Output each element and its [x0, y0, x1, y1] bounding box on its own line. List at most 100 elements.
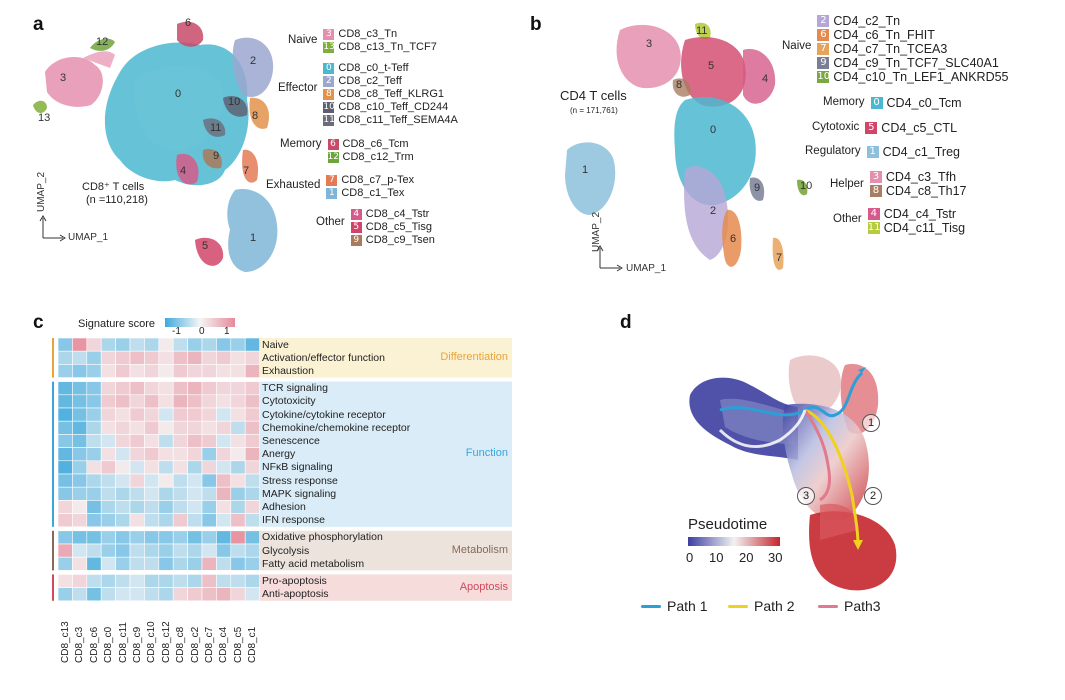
heatmap-cell	[100, 500, 116, 514]
cd8-legend-group-label: Other	[316, 216, 345, 228]
heatmap-cell	[100, 407, 116, 422]
cd8-cluster-0: 0	[175, 88, 182, 100]
path2-legend-line	[728, 604, 748, 608]
heatmap-cell	[201, 460, 217, 475]
cd4-legend-group-label: Regulatory	[805, 145, 861, 157]
heatmap-cell	[57, 574, 73, 588]
heatmap-cell	[100, 486, 116, 501]
heatmap-cell	[230, 447, 246, 462]
heatmap-cell	[100, 513, 116, 528]
heatmap-cell	[144, 460, 160, 475]
heatmap-cell	[86, 381, 102, 396]
heatmap-cell	[216, 486, 232, 501]
panel-c-letter: c	[33, 312, 44, 333]
heatmap-cell	[230, 420, 246, 435]
heatmap-cell	[100, 587, 116, 602]
cd8-legend-item: 2 CD8_c2_Teff	[323, 75, 457, 88]
heatmap-cell	[158, 543, 174, 558]
cd4-cluster-6: 6	[730, 233, 737, 245]
heatmap-cell	[100, 420, 116, 435]
heatmap-cell	[144, 364, 160, 378]
heatmap-cell	[201, 500, 217, 514]
heatmap-cell	[144, 486, 160, 501]
cd4-legend-label: CD4_c1_Treg	[882, 145, 960, 159]
heatmap-cell	[115, 407, 131, 422]
heatmap-cell	[187, 364, 203, 378]
heatmap-column-label: CD8_c4	[218, 626, 230, 663]
cd4-legend-helper: Helper 3 CD4_c3_Tfh 8 CD4_c8_Th17	[830, 170, 967, 198]
cd8-cluster-9: 9	[213, 150, 220, 162]
heatmap-cell	[129, 543, 145, 558]
pseudotime-tick: 20	[739, 550, 754, 565]
heatmap-cell	[172, 486, 188, 501]
heatmap-cell	[100, 394, 116, 409]
heatmap-cell	[172, 556, 188, 571]
heatmap-cell	[144, 556, 160, 571]
heatmap-column-label: CD8_c3	[74, 626, 86, 663]
heatmap-cell	[244, 381, 260, 396]
cd8-legend-label: CD8_c2_Teff	[338, 75, 402, 87]
heatmap-colorbar-title: Signature score	[78, 318, 156, 330]
heatmap-cell	[201, 350, 217, 365]
heatmap-row-label: MAPK signaling	[262, 487, 337, 500]
heatmap-cell	[244, 350, 260, 365]
heatmap-cell	[72, 420, 88, 435]
heatmap-category-bar	[52, 338, 54, 378]
heatmap-cell	[187, 350, 203, 365]
pseudotime-tick: 10	[709, 550, 724, 565]
heatmap-cell	[244, 420, 260, 435]
cd4-legend-memory: Memory 0 CD4_c0_Tcm	[823, 96, 962, 110]
heatmap-row-label: Pro-apoptosis	[262, 574, 327, 587]
heatmap-column-label: CD8_c2	[189, 626, 201, 663]
heatmap-cell	[244, 434, 260, 448]
heatmap-cell	[129, 420, 145, 435]
cd8-legend-swatch: 3	[323, 29, 335, 40]
heatmap-cell	[100, 543, 116, 558]
cd8-legend-label: CD8_c6_Tcm	[342, 138, 409, 150]
path-marker-2: 2	[864, 487, 882, 505]
heatmap-cell	[144, 513, 160, 528]
cd8-cluster-10: 10	[228, 96, 241, 108]
path-marker-3: 3	[797, 487, 815, 505]
heatmap-cell	[115, 530, 131, 545]
heatmap-cell	[115, 543, 131, 558]
pseudotime-trajectory-plot	[689, 355, 897, 591]
cd8-cluster-12: 12	[96, 36, 109, 48]
heatmap-cell	[244, 574, 260, 588]
heatmap-cell	[115, 513, 131, 528]
heatmap-category-bar	[52, 574, 54, 601]
heatmap-cell	[144, 337, 160, 352]
cd8-legend-item: 5 CD8_c5_Tisg	[350, 221, 435, 234]
heatmap-category-label: Apoptosis	[459, 580, 508, 593]
cd4-legend-group-label: Other	[833, 213, 862, 225]
heatmap-cell	[57, 337, 73, 352]
heatmap-cell	[129, 447, 145, 462]
heatmap-cell	[57, 543, 73, 558]
heatmap-cell	[72, 434, 88, 448]
heatmap-cell	[129, 473, 145, 488]
heatmap-cell	[129, 434, 145, 448]
heatmap-cell	[86, 486, 102, 501]
heatmap-cell	[72, 350, 88, 365]
heatmap-cell	[57, 556, 73, 571]
heatmap-cell	[72, 447, 88, 462]
cd4-legend-group-label: Memory	[823, 96, 865, 108]
cd4-legend-item: 11 CD4_c11_Tisg	[867, 221, 965, 235]
heatmap-cell	[86, 513, 102, 528]
heatmap-cell	[244, 486, 260, 501]
heatmap-cell	[172, 530, 188, 545]
cd4-cells-count: (n = 171,761)	[570, 106, 618, 115]
heatmap-cell	[187, 407, 203, 422]
heatmap-cell	[86, 407, 102, 422]
heatmap-cell	[230, 587, 246, 602]
cd8-cluster-1: 1	[250, 232, 257, 244]
heatmap-cell	[201, 587, 217, 602]
heatmap-cell	[72, 543, 88, 558]
heatmap-cell	[201, 473, 217, 488]
heatmap-cell	[72, 407, 88, 422]
cd8-legend-swatch: 9	[350, 235, 362, 246]
heatmap-cell	[201, 513, 217, 528]
cd4-legend-swatch: 6	[817, 29, 830, 41]
heatmap-cell	[216, 407, 232, 422]
cd4-legend-swatch: 10	[817, 71, 831, 83]
